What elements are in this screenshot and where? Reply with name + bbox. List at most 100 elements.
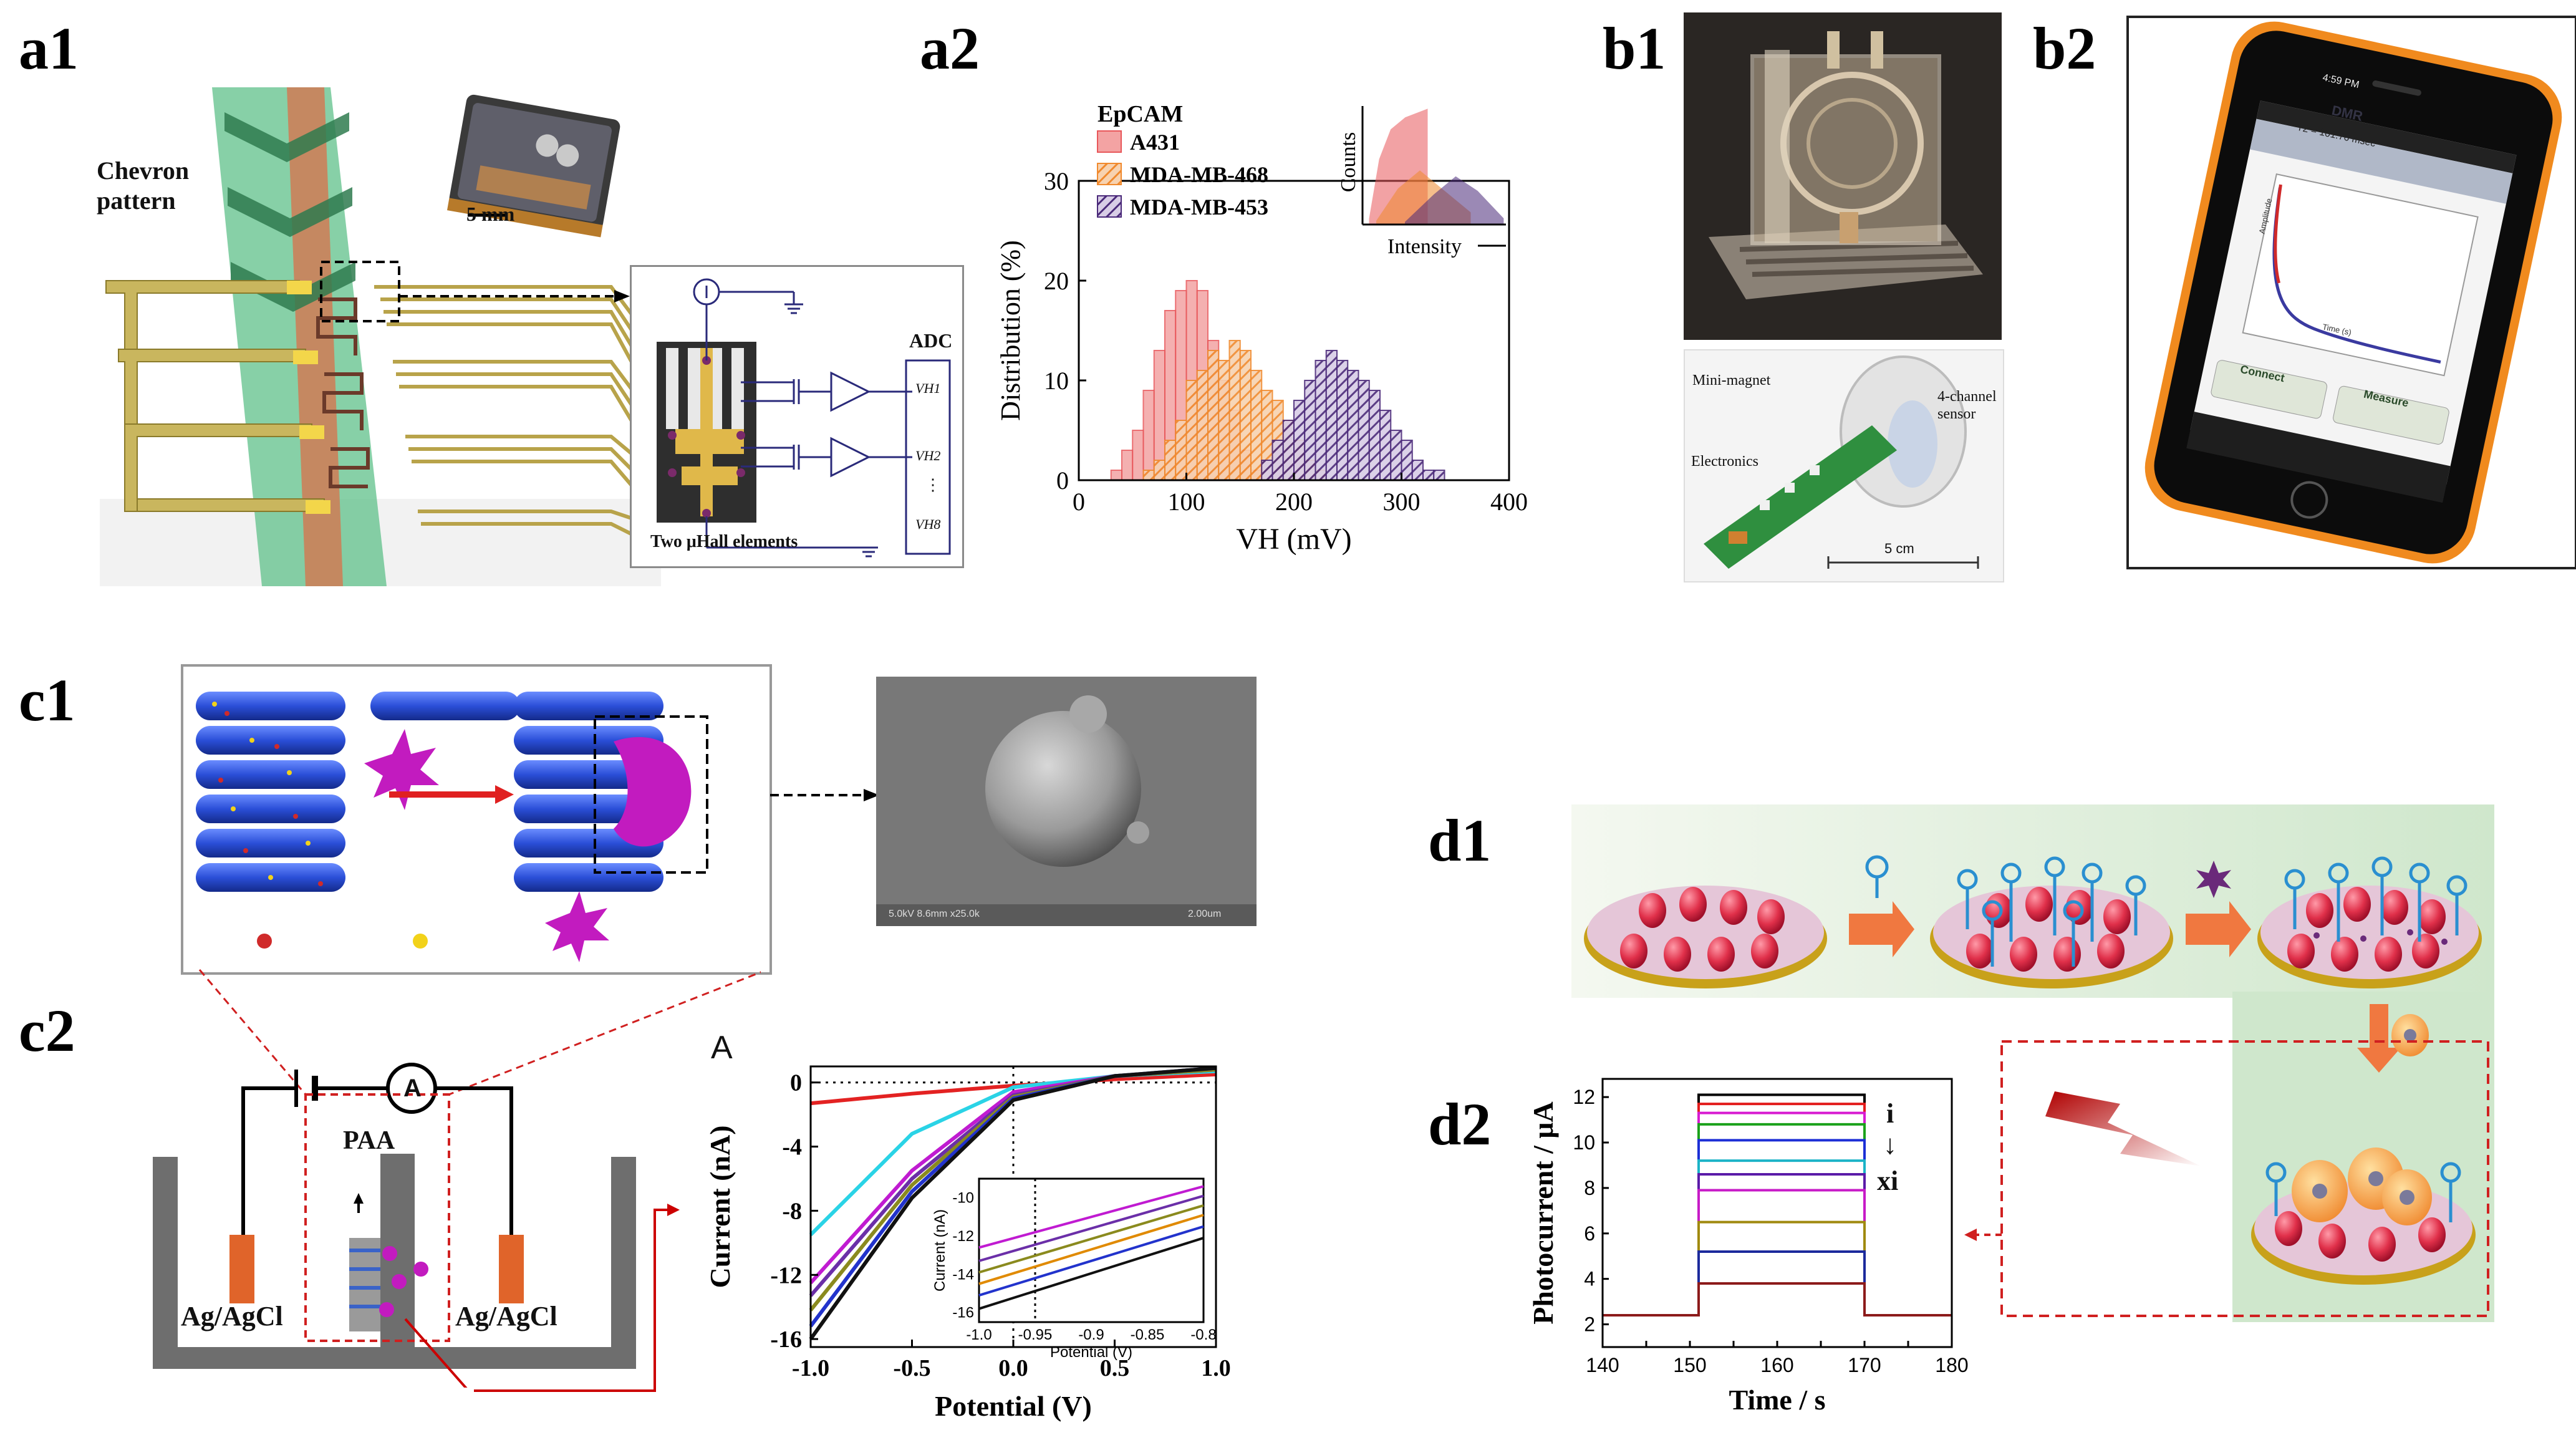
c2-series-black [809,1066,1217,1340]
c1-sem-scale: 2.00um [1188,909,1222,919]
d2-trace-8 [1603,1220,1952,1316]
a2-inset-plot: Counts Intensity [1337,106,1506,258]
b1-sensor-label-line2: sensor [1937,406,1976,422]
a2-bar-1-3 [1175,420,1187,481]
d1-assay-schematic [1571,804,2494,1322]
a2-bar-1-8 [1228,340,1241,481]
c2-xtick-label-2: 0.0 [998,1355,1028,1381]
a2-bar-2-8 [1347,370,1359,481]
a2-xtick-label-2: 200 [1275,488,1313,516]
c2-xlabel: Potential (V) [935,1390,1092,1422]
c1-nanochannel-illustration [181,664,772,975]
c2-ammeter-label: A [403,1075,422,1102]
panel-label-d1: d1 [1428,807,1492,874]
d2-xtick-label-4: 160 [1760,1354,1793,1376]
d2-xtick-label-0: 140 [1586,1354,1619,1376]
a2-inset-xlabel: Intensity [1387,235,1462,258]
c2-inset-ytick-label-2: -14 [952,1266,974,1283]
c1-sem-image: 5.0kV 8.6mm x25.0k 2.00um [876,677,1257,926]
a2-bar-2-13 [1401,440,1413,481]
d2-trace-5 [1603,1159,1952,1316]
a1-vh-dots: ⋮ [925,476,941,494]
c2-chart-panel-letter: A [711,1030,733,1066]
a2-histogram-chart: 0 100 200 300 400 0 10 20 30 VH (mV) Distribution … [995,101,1528,556]
a2-legend-title: EpCAM [1097,101,1183,127]
c2-paa-label: PAA [343,1126,395,1155]
a2-ylabel: Distribution (%) [995,240,1026,421]
d2-photocurrent-chart: 140 150 160 170 180 2 4 6 8 10 12 Time / s Photocurr… [1527,1078,1969,1416]
c2-iv-chart: -1.0 -0.5 0.0 0.5 1.0 0 -4 -8 -12 -16 Potential (V… [704,1065,1231,1422]
a2-legend-label-2: MDA-MB-453 [1130,195,1268,220]
b1-scale-label: 5 cm [1884,541,1914,556]
c2-inset-xtick-label-2: -0.9 [1078,1326,1104,1343]
d2-xtick-label-2: 150 [1673,1354,1706,1376]
a2-bar-1-10 [1250,370,1263,481]
d2-xtick-label-8: 180 [1935,1354,1968,1376]
c2-inset-xtick-label-3: -0.85 [1131,1326,1165,1343]
a1-scale-bar-label: 5 mm [466,203,515,225]
panel-label-a1: a1 [19,15,79,82]
c2-ytick-label-0: 0 [790,1070,802,1096]
panel-label-d2: d2 [1428,1091,1492,1157]
c2-inset-ytick-label-1: -12 [952,1228,974,1245]
b1-electronics-label: Electronics [1691,453,1758,470]
a2-bar-1-7 [1218,360,1230,481]
c2-link-arrow [474,1204,680,1392]
c2-ytick-label-3: -12 [770,1262,802,1288]
a2-ytick-label-2: 20 [1044,267,1069,295]
d2-trace-0 [1603,1093,1952,1316]
c2-inset-series-1 [978,1194,1204,1262]
c1-sem-caption: 5.0kV 8.6mm x25.0k [889,909,980,919]
d2-ylabel: Photocurrent / μA [1527,1101,1559,1324]
c2-inset-xtick-label-1: -0.95 [1018,1326,1053,1343]
a2-legend-label-1: MDA-MB-468 [1130,162,1268,187]
d2-plot-frame [1601,1078,1953,1348]
a1-hall-caption: Two μHall elements [650,532,798,551]
c2-inset-series-5 [978,1237,1204,1310]
d2-arrow: ↓ [1883,1129,1897,1160]
d2-series-end: xi [1877,1166,1899,1196]
c2-ytick-label-1: -4 [782,1134,802,1161]
a2-ytick-label-0: 0 [1056,466,1069,495]
a2-bar-2-15 [1422,470,1435,481]
a2-bar-0-0 [1110,470,1122,481]
a2-bar-2-6 [1325,350,1338,481]
a2-bar-2-7 [1336,360,1349,481]
c2-inset-ytick-label-3: -16 [952,1305,974,1321]
d2-trace-2 [1603,1111,1952,1316]
b1-device-photo [1684,12,2002,340]
a2-bar-2-14 [1411,460,1424,481]
a2-bar-1-0 [1142,470,1155,481]
a2-xtick-label-3: 300 [1383,488,1421,516]
a2-bar-1-4 [1185,380,1198,481]
a2-bar-1-1 [1153,460,1165,481]
a1-chip-illustration [100,75,661,586]
a1-vh2: VH2 [915,448,941,463]
c1-zoom-arrow [770,789,879,801]
a1-vh1: VH1 [915,380,941,396]
d2-trace-4 [1603,1139,1952,1316]
a2-bar-0-1 [1121,450,1134,481]
d2-ytick-label-4: 10 [1573,1131,1595,1154]
panel-label-b1: b1 [1603,15,1666,82]
a2-bar-0-3 [1142,390,1155,481]
panel-label-b2: b2 [2033,15,2096,82]
c2-electrode-right: Ag/AgCl [455,1301,557,1331]
c2-inset-xtick-label-4: -0.8 [1190,1326,1216,1343]
a2-inset-ylabel: Counts [1337,132,1360,192]
c2-inset-series-2 [978,1204,1204,1274]
d2-xtick-label-6: 170 [1848,1354,1881,1376]
d2-trace-10 [1603,1282,1952,1316]
a2-bar-2-12 [1390,430,1402,481]
c2-ytick-label-2: -8 [782,1198,802,1224]
a2-bar-1-6 [1207,350,1220,481]
a2-xtick-label-0: 0 [1073,488,1085,516]
a1-chevron-label-line2: pattern [97,186,176,215]
panel-label-c1: c1 [19,667,75,733]
a2-bar-1-5 [1196,370,1208,481]
a2-bar-0-2 [1132,430,1144,481]
a1-circuit-schematic: ADC VH1 VH2 ⋮ VH8 Two μHall elements [630,265,964,568]
d2-trace-3 [1603,1123,1952,1316]
a2-legend-swatch-2 [1097,195,1122,218]
c2-inset-plot: -1.0 -0.95 -0.9 -0.85 -0.8 -10 -12 -14 -16 Potent… [932,1177,1217,1361]
